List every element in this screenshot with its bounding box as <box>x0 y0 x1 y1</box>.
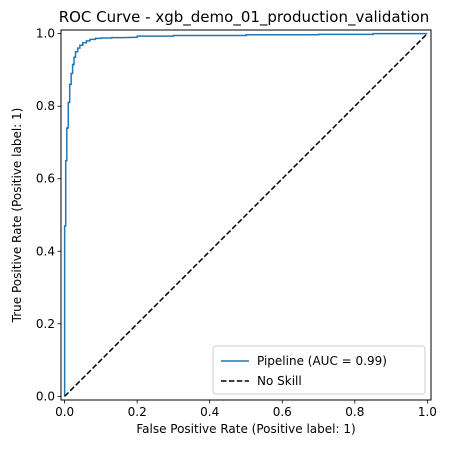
legend-entry: No Skill <box>257 374 302 388</box>
legend: Pipeline (AUC = 0.99) No Skill <box>212 345 426 395</box>
legend-entry: Pipeline (AUC = 0.99) <box>257 354 387 368</box>
y-tick-label: 0.6 <box>36 172 55 186</box>
y-tick-label: 0.8 <box>36 99 55 113</box>
x-tick-label: 1.0 <box>418 405 437 419</box>
y-tick-label: 0.2 <box>36 317 55 331</box>
y-tick-label: 0.0 <box>36 389 55 403</box>
x-tick-label: 0.6 <box>273 405 292 419</box>
legend-box <box>212 345 426 395</box>
x-tick-label: 0.8 <box>345 405 364 419</box>
chart-title: ROC Curve - xgb_demo_01_production_valid… <box>59 8 430 27</box>
x-axis: 0.0 0.2 0.4 0.6 0.8 1.0 <box>55 400 437 419</box>
y-tick-label: 0.4 <box>36 244 55 258</box>
x-tick-label: 0.2 <box>128 405 147 419</box>
y-tick-label: 1.0 <box>36 27 55 41</box>
x-tick-label: 0.0 <box>55 405 74 419</box>
roc-curve-line <box>63 32 428 397</box>
x-tick-label: 0.4 <box>200 405 219 419</box>
series-layer <box>63 32 428 397</box>
axes-frame <box>60 29 432 401</box>
x-axis-label: False Positive Rate (Positive label: 1) <box>136 422 355 436</box>
no-skill-line <box>64 33 428 397</box>
y-axis-label: True Positive Rate (Positive label: 1) <box>10 108 24 324</box>
y-axis: 0.0 0.2 0.4 0.6 0.8 1.0 <box>36 27 61 403</box>
